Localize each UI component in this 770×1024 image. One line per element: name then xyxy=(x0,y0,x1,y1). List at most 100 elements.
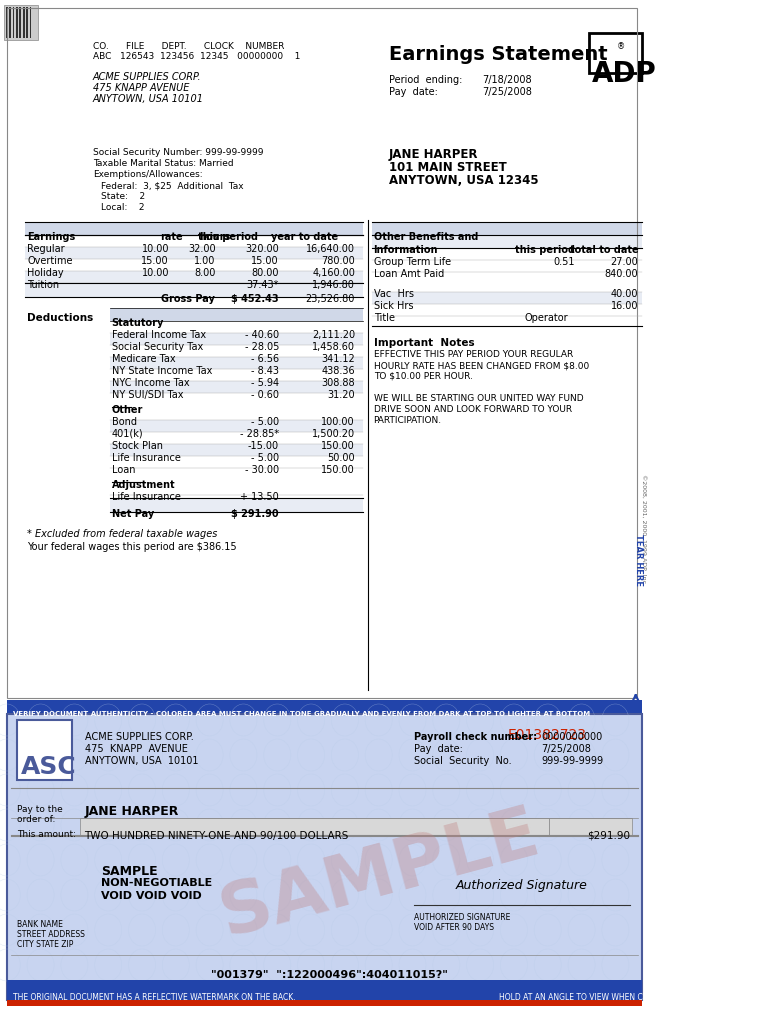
Text: Social Security Tax: Social Security Tax xyxy=(112,342,203,352)
Bar xyxy=(110,308,363,321)
Text: Payroll check number:: Payroll check number: xyxy=(414,732,537,742)
Text: 80.00: 80.00 xyxy=(252,268,279,278)
Text: 320.00: 320.00 xyxy=(245,244,279,254)
Bar xyxy=(25,283,363,297)
Bar xyxy=(25,247,363,259)
Bar xyxy=(550,818,632,835)
Text: this period: this period xyxy=(515,245,574,255)
Bar xyxy=(7,700,642,714)
Text: Sick Hrs: Sick Hrs xyxy=(373,301,413,311)
Text: + 13.50: + 13.50 xyxy=(240,492,279,502)
Bar xyxy=(110,381,363,393)
Text: JANE HARPER: JANE HARPER xyxy=(85,805,179,818)
Text: this period: this period xyxy=(198,232,258,242)
Bar xyxy=(19,7,21,38)
Bar xyxy=(110,470,363,483)
Text: ANYTOWN, USA  10101: ANYTOWN, USA 10101 xyxy=(85,756,198,766)
Bar xyxy=(9,7,11,38)
Text: Stock Plan: Stock Plan xyxy=(112,441,162,451)
Text: 2,111.20: 2,111.20 xyxy=(312,330,355,340)
Bar xyxy=(25,222,363,234)
Bar xyxy=(7,8,637,698)
Text: Information: Information xyxy=(373,245,438,255)
Text: Important  Notes: Important Notes xyxy=(373,338,474,348)
Text: Group Term Life: Group Term Life xyxy=(373,257,450,267)
Text: Social  Security  No.: Social Security No. xyxy=(414,756,512,766)
Text: NY State Income Tax: NY State Income Tax xyxy=(112,366,212,376)
Text: 780.00: 780.00 xyxy=(321,256,355,266)
Text: 840.00: 840.00 xyxy=(604,269,638,279)
Text: Earnings: Earnings xyxy=(27,232,75,242)
Text: TWO HUNDRED NINETY-ONE AND 90/100 DOLLARS: TWO HUNDRED NINETY-ONE AND 90/100 DOLLAR… xyxy=(85,831,349,841)
Text: SAMPLE: SAMPLE xyxy=(102,865,158,878)
Text: 10.00: 10.00 xyxy=(142,268,169,278)
Text: E01382723: E01382723 xyxy=(507,728,586,742)
Text: SAMPLE: SAMPLE xyxy=(213,799,547,951)
Bar xyxy=(4,5,38,40)
Text: Pay  date:: Pay date: xyxy=(389,87,437,97)
Bar xyxy=(6,7,8,38)
Text: 27.00: 27.00 xyxy=(611,257,638,267)
Bar xyxy=(372,234,642,248)
Text: Loan Amt Paid: Loan Amt Paid xyxy=(373,269,444,279)
Text: Life Insurance: Life Insurance xyxy=(112,492,180,502)
Text: VERIFY DOCUMENT AUTHENTICITY - COLORED AREA MUST CHANGE IN TONE GRADUALLY AND EV: VERIFY DOCUMENT AUTHENTICITY - COLORED A… xyxy=(12,711,590,717)
Text: ©2008, 2001, 2000, 1999 ADP, Inc.: ©2008, 2001, 2000, 1999 ADP, Inc. xyxy=(641,474,647,586)
Text: Medicare Tax: Medicare Tax xyxy=(112,354,176,364)
Text: - 28.85*: - 28.85* xyxy=(239,429,279,439)
Text: 401(k): 401(k) xyxy=(112,429,143,439)
Text: 23,526.80: 23,526.80 xyxy=(306,294,355,304)
Bar xyxy=(110,395,363,408)
Text: "001379"  ":122000496":404011015?": "001379" ":122000496":404011015?" xyxy=(211,970,448,980)
Text: 16.00: 16.00 xyxy=(611,301,638,311)
Text: 32.00: 32.00 xyxy=(188,244,216,254)
Text: Other Benefits and: Other Benefits and xyxy=(373,232,478,242)
Text: ANYTOWN, USA 12345: ANYTOWN, USA 12345 xyxy=(389,174,538,187)
Text: - 28.05: - 28.05 xyxy=(245,342,279,352)
Text: - 30.00: - 30.00 xyxy=(245,465,279,475)
Text: 37.43*: 37.43* xyxy=(246,280,279,290)
Bar xyxy=(110,498,363,512)
Text: TO $10.00 PER HOUR.: TO $10.00 PER HOUR. xyxy=(373,372,473,381)
Text: THE ORIGINAL DOCUMENT HAS A REFLECTIVE WATERMARK ON THE BACK.: THE ORIGINAL DOCUMENT HAS A REFLECTIVE W… xyxy=(12,993,296,1002)
Bar xyxy=(7,1000,642,1006)
Text: Period  ending:: Period ending: xyxy=(389,75,462,85)
Text: Pay  date:: Pay date: xyxy=(414,744,463,754)
Bar xyxy=(372,222,642,234)
Text: 101 MAIN STREET: 101 MAIN STREET xyxy=(389,161,507,174)
Text: 0.51: 0.51 xyxy=(554,257,574,267)
Text: CO.      FILE      DEPT.      CLOCK    NUMBER: CO. FILE DEPT. CLOCK NUMBER xyxy=(93,42,284,51)
Text: HOURLY RATE HAS BEEN CHANGED FROM $8.00: HOURLY RATE HAS BEEN CHANGED FROM $8.00 xyxy=(373,361,589,370)
Text: 475 KNAPP AVENUE: 475 KNAPP AVENUE xyxy=(93,83,189,93)
Text: - 0.60: - 0.60 xyxy=(251,390,279,400)
Text: 308.88: 308.88 xyxy=(321,378,355,388)
Text: Overtime: Overtime xyxy=(27,256,72,266)
Text: 100.00: 100.00 xyxy=(321,417,355,427)
Text: 15.00: 15.00 xyxy=(142,256,169,266)
Text: 7/25/2008: 7/25/2008 xyxy=(541,744,591,754)
Text: Life Insurance: Life Insurance xyxy=(112,453,180,463)
Text: Pay to the
order of:: Pay to the order of: xyxy=(17,805,62,824)
Bar xyxy=(23,7,25,38)
Text: Federal Income Tax: Federal Income Tax xyxy=(112,330,206,340)
Bar xyxy=(110,444,363,456)
Text: 999-99-9999: 999-99-9999 xyxy=(541,756,603,766)
Text: JANE HARPER: JANE HARPER xyxy=(389,148,478,161)
Text: $291.90: $291.90 xyxy=(587,831,630,841)
Text: AUTHORIZED SIGNATURE: AUTHORIZED SIGNATURE xyxy=(414,913,511,922)
Text: Bond: Bond xyxy=(112,417,136,427)
Text: Social Security Number: 999-99-9999: Social Security Number: 999-99-9999 xyxy=(93,148,263,157)
Text: 0000000000: 0000000000 xyxy=(541,732,602,742)
Bar xyxy=(16,7,18,38)
Text: Tuition: Tuition xyxy=(27,280,59,290)
Text: 15.00: 15.00 xyxy=(251,256,279,266)
Text: Deductions: Deductions xyxy=(27,313,93,323)
Text: - 6.56: - 6.56 xyxy=(251,354,279,364)
Text: hours: hours xyxy=(199,232,230,242)
Text: ADP: ADP xyxy=(591,60,657,88)
Text: Your federal wages this period are $386.15: Your federal wages this period are $386.… xyxy=(27,542,236,552)
Text: HOLD AT AN ANGLE TO VIEW WHEN CHECKING THE ENDORSEMENT.: HOLD AT AN ANGLE TO VIEW WHEN CHECKING T… xyxy=(499,993,758,1002)
Text: 50.00: 50.00 xyxy=(327,453,355,463)
Bar xyxy=(80,818,550,835)
Text: Regular: Regular xyxy=(27,244,65,254)
